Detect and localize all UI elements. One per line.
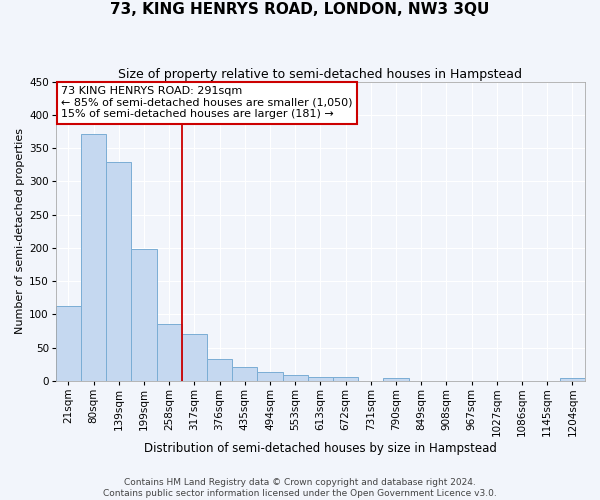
Bar	[131, 249, 157, 381]
Bar	[257, 372, 283, 381]
Title: Size of property relative to semi-detached houses in Hampstead: Size of property relative to semi-detach…	[118, 68, 523, 80]
Bar	[157, 324, 182, 381]
Bar	[81, 134, 106, 381]
Bar	[182, 334, 207, 381]
Bar	[207, 359, 232, 381]
Bar	[283, 376, 308, 381]
Text: 73 KING HENRYS ROAD: 291sqm
← 85% of semi-detached houses are smaller (1,050)
15: 73 KING HENRYS ROAD: 291sqm ← 85% of sem…	[61, 86, 353, 120]
Bar	[56, 306, 81, 381]
Bar	[232, 368, 257, 381]
Bar	[383, 378, 409, 381]
Y-axis label: Number of semi-detached properties: Number of semi-detached properties	[15, 128, 25, 334]
Bar	[106, 162, 131, 381]
Bar	[333, 378, 358, 381]
Text: Contains HM Land Registry data © Crown copyright and database right 2024.
Contai: Contains HM Land Registry data © Crown c…	[103, 478, 497, 498]
Bar	[560, 378, 585, 381]
Text: 73, KING HENRYS ROAD, LONDON, NW3 3QU: 73, KING HENRYS ROAD, LONDON, NW3 3QU	[110, 2, 490, 18]
Bar	[308, 378, 333, 381]
X-axis label: Distribution of semi-detached houses by size in Hampstead: Distribution of semi-detached houses by …	[144, 442, 497, 455]
